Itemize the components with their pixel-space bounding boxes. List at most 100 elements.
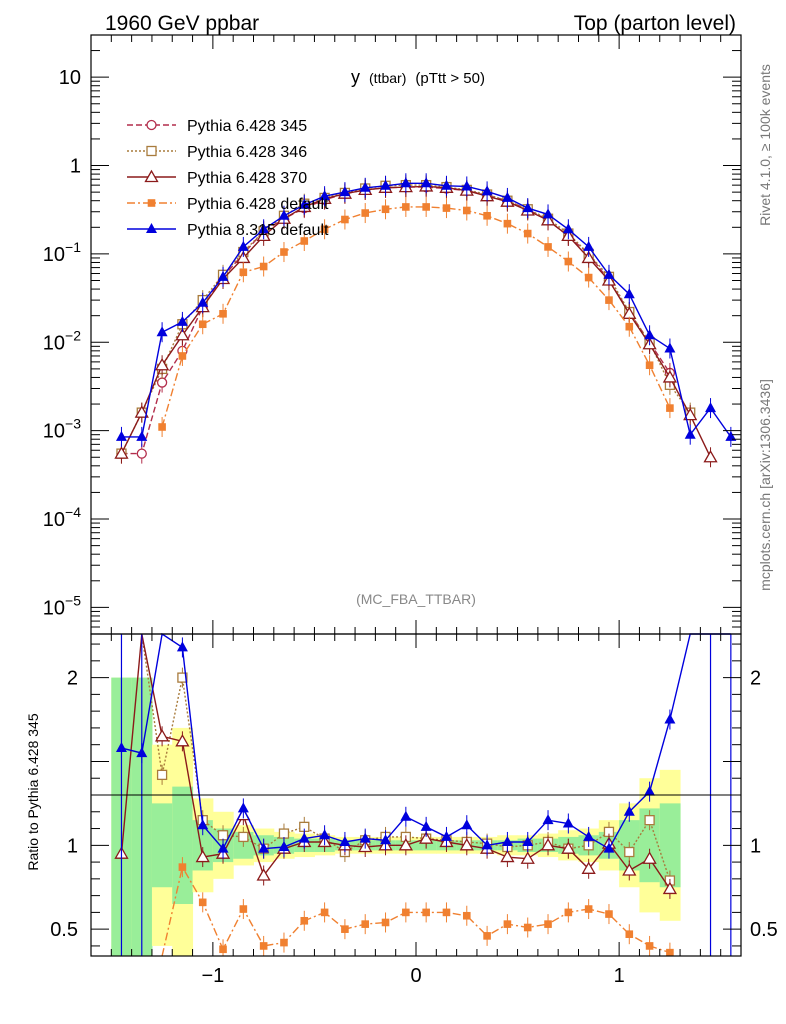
ratio-point: [459, 838, 474, 851]
ratio-point: [217, 842, 229, 853]
y-tick-label: 10−1: [43, 239, 81, 266]
ratio-point: [319, 829, 331, 840]
main-point: [258, 223, 270, 234]
ratio-point: [644, 785, 656, 796]
main-point: [115, 430, 127, 441]
ratio-point: [642, 851, 657, 864]
y-tick-label: 10−4: [43, 504, 81, 531]
main-point: [703, 449, 718, 463]
main-point: [461, 180, 473, 191]
ratio-point: [501, 835, 513, 846]
main-point: [501, 191, 513, 202]
ratio-point: [624, 846, 635, 858]
ratio-point: [522, 835, 534, 846]
y-tick-label: 10−2: [43, 327, 81, 354]
ratio-point: [280, 938, 288, 947]
ratio-point: [278, 828, 290, 839]
ratio-point: [256, 868, 271, 881]
ratio-point: [237, 802, 249, 813]
main-point: [278, 209, 290, 220]
main-point: [300, 237, 309, 245]
main-point: [684, 428, 696, 439]
rivet-label: Rivet 4.1.0, ≥ 100k events: [757, 64, 773, 226]
main-point: [581, 250, 596, 264]
ratio-point: [520, 851, 535, 864]
main-point: [198, 320, 207, 329]
main-point: [544, 243, 552, 251]
ratio-point: [300, 916, 309, 925]
main-series-1: [116, 175, 696, 464]
main-point: [442, 204, 451, 212]
main-point: [645, 361, 654, 370]
x-tick-label: 1: [614, 965, 625, 987]
main-point: [280, 248, 288, 256]
main-point: [197, 296, 209, 307]
ratio-point: [662, 881, 678, 895]
main-point: [522, 202, 534, 213]
main-point: [298, 198, 310, 209]
main-point: [361, 209, 370, 217]
main-plot-panel: 10 1 10−1 10−2 10−3 10−4 10−5: [43, 34, 742, 635]
ratio-point: [381, 918, 390, 927]
ratio-point: [361, 920, 370, 928]
ratio-point: [562, 817, 574, 828]
ratio-point: [666, 948, 674, 957]
main-point: [380, 179, 392, 190]
main-point: [683, 407, 698, 421]
legend-entry: Pythia 8.315 default: [127, 222, 329, 239]
ratio-point: [298, 832, 310, 843]
ratio-point: [217, 830, 229, 841]
ratio-point: [219, 945, 227, 954]
ratio-series-line: [120, 633, 671, 890]
ratio-point: [664, 713, 676, 724]
main-point: [462, 206, 471, 215]
main-point: [156, 326, 168, 337]
ratio-band-inner: [151, 803, 173, 888]
ratio-y-tick-label: 0.5: [50, 919, 78, 941]
legend-marker: [147, 199, 156, 207]
legend-label: Pythia 6.428 346: [187, 144, 307, 161]
main-point: [481, 185, 493, 196]
main-point: [219, 310, 227, 318]
ratio-point: [500, 849, 515, 863]
main-point: [583, 240, 595, 251]
legend-marker: [146, 223, 157, 233]
ratio-y-label: Ratio to Pythia 6.428 345: [25, 713, 41, 870]
ratio-point: [583, 830, 595, 841]
ratio-point: [564, 908, 573, 917]
ratio-y-tick-label: 2: [67, 668, 78, 690]
main-point: [237, 240, 249, 251]
y-tick-label: 10−3: [43, 416, 81, 443]
ratio-point: [278, 840, 290, 851]
main-point: [136, 448, 147, 459]
main-point: [381, 205, 390, 214]
ratio-point: [258, 842, 270, 853]
main-point: [178, 352, 187, 360]
plot-title-main: y: [351, 67, 360, 87]
legend-entry: Pythia 6.428 370: [127, 169, 307, 187]
ratio-point: [320, 908, 329, 917]
main-point: [483, 211, 491, 220]
legend-entry: Pythia 6.428 345: [127, 118, 307, 135]
main-point: [402, 203, 410, 211]
main-point: [422, 203, 430, 211]
main-point: [217, 270, 229, 281]
main-point: [440, 179, 452, 190]
ratio-point: [402, 908, 410, 917]
main-point: [259, 262, 268, 271]
main-point: [662, 370, 678, 383]
ratio-point: [419, 831, 434, 844]
ratio-point: [420, 820, 432, 831]
main-point: [420, 177, 432, 188]
main-point: [136, 430, 148, 441]
ratio-point: [175, 734, 190, 747]
ratio-point: [544, 920, 552, 928]
ratio-point: [341, 925, 349, 933]
main-point: [644, 329, 656, 340]
ratio-y-tick-label-right: 2: [750, 668, 761, 690]
main-point: [114, 446, 129, 459]
legend-label: Pythia 8.315 default: [187, 222, 329, 239]
analysis-label: (MC_FBA_TTBAR): [356, 591, 476, 607]
main-series-0: [116, 177, 676, 464]
ratio-point: [645, 942, 654, 950]
